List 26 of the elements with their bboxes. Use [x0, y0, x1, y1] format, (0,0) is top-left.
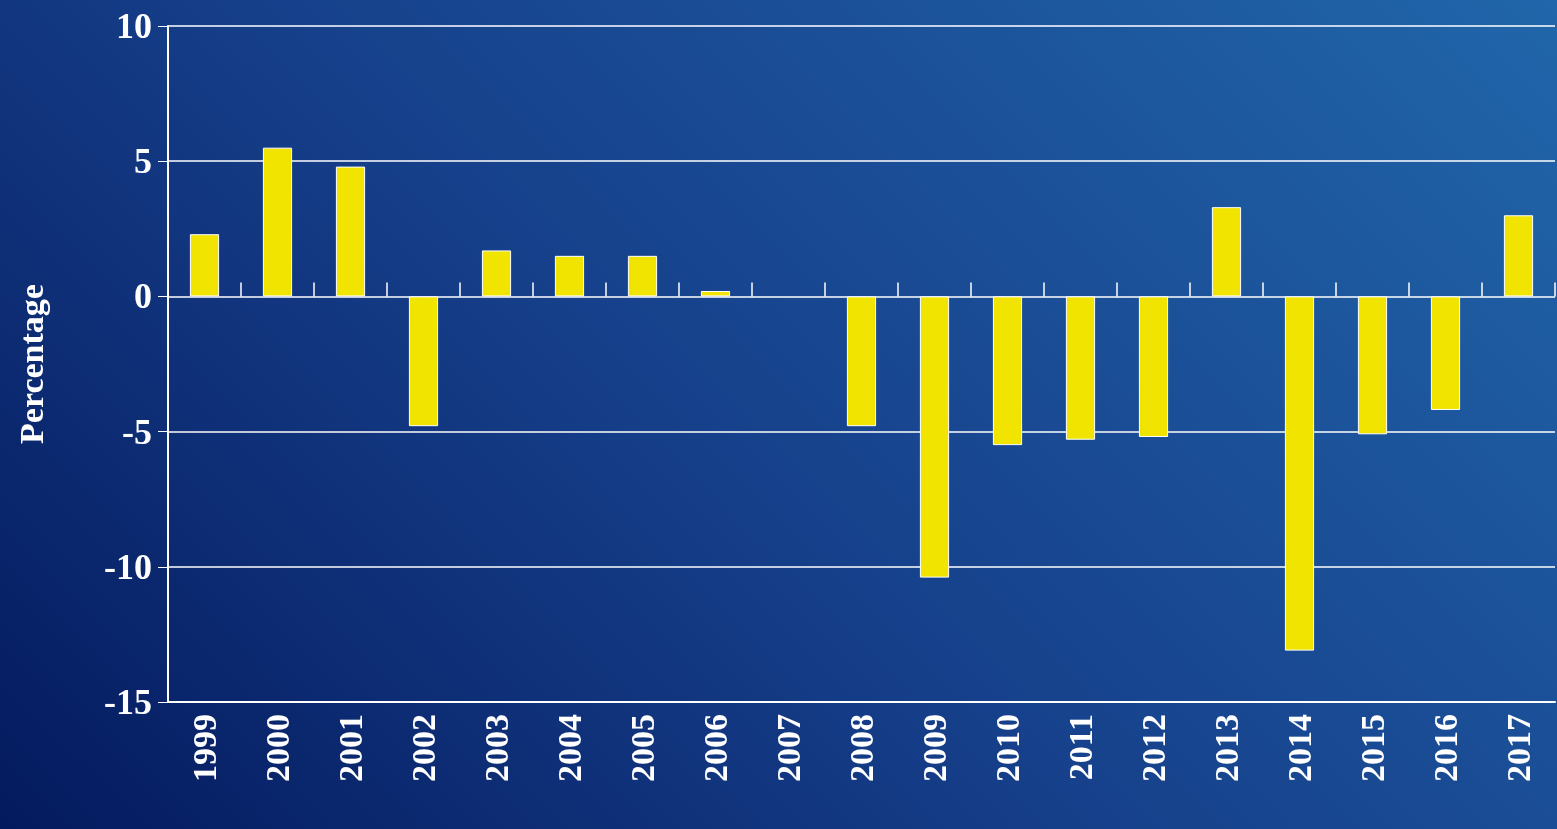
y-tick-label: 5 — [134, 141, 152, 182]
x-tick-label: 2004 — [551, 714, 588, 782]
x-tick-label: 2000 — [259, 714, 296, 782]
y-axis-title: Percentage — [12, 284, 50, 444]
y-tick-label: 10 — [116, 6, 152, 46]
x-tick-label: 2013 — [1208, 714, 1245, 782]
y-tick-label: -10 — [104, 546, 152, 587]
x-tick-label: 2001 — [332, 714, 369, 782]
x-tick-label: 2015 — [1354, 714, 1391, 782]
x-tick-label: 2016 — [1427, 714, 1464, 782]
x-tick-label: 2008 — [843, 714, 880, 782]
x-tick-label: 2017 — [1500, 714, 1537, 782]
x-tick-label: 1999 — [186, 714, 223, 782]
x-tick-label: 2012 — [1135, 714, 1172, 782]
x-tick-label: 2006 — [697, 714, 734, 782]
y-tick-label: 0 — [134, 276, 152, 317]
x-tick-label: 2014 — [1281, 714, 1318, 782]
x-tick-label: 2003 — [478, 714, 515, 782]
x-tick-label: 2005 — [624, 714, 661, 782]
x-tick-label: 2007 — [770, 714, 807, 782]
y-tick-label: -5 — [122, 411, 152, 452]
x-tick-label: 2011 — [1062, 714, 1099, 781]
x-tick-label: 2009 — [916, 714, 953, 782]
x-tick-label: 2002 — [405, 714, 442, 782]
y-tick-label: -15 — [104, 682, 152, 722]
x-tick-label: 2010 — [989, 714, 1026, 782]
